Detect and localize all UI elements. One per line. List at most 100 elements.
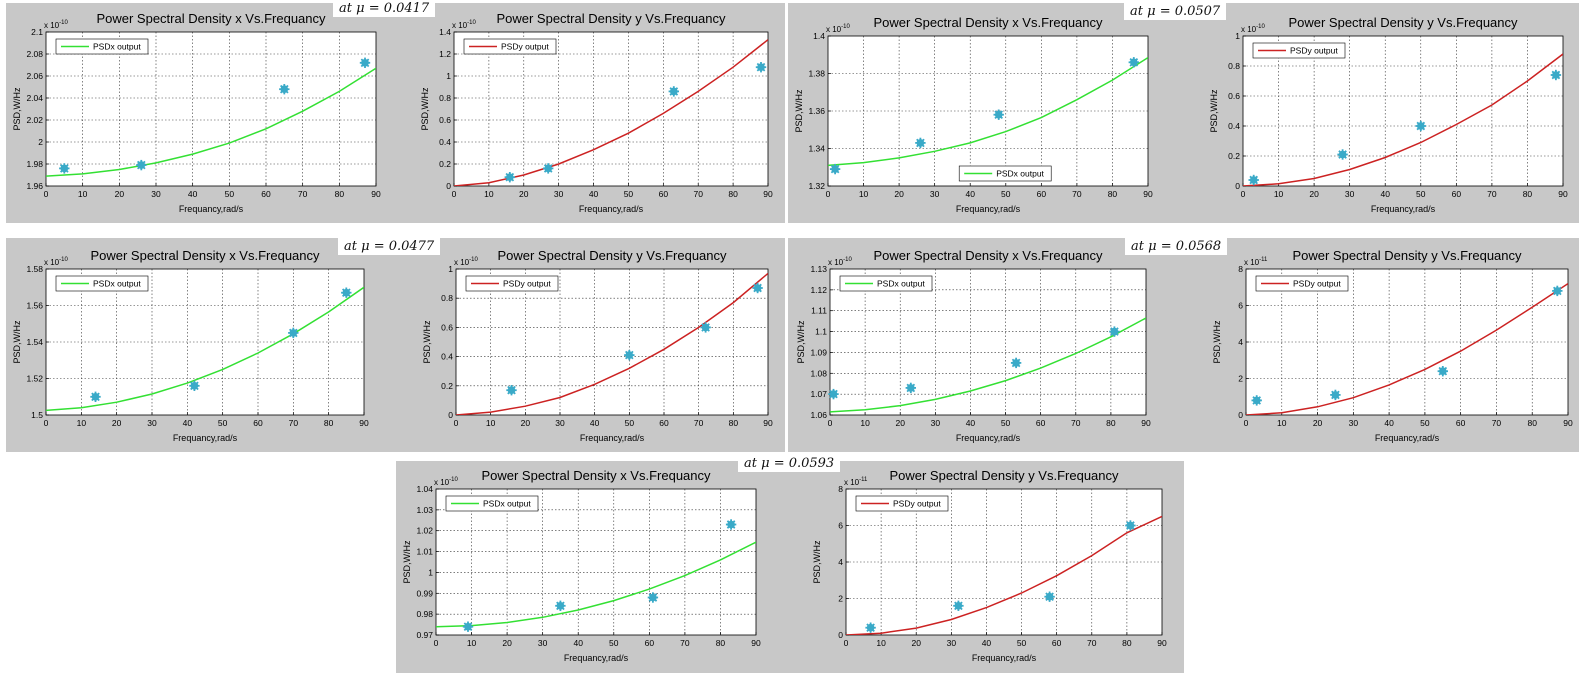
data-point-spoke	[628, 350, 634, 356]
plot-area	[46, 32, 376, 186]
legend: PSDy output	[855, 495, 949, 512]
y-tick-label: 1.5	[31, 410, 43, 420]
x-axis-label: Frequancy,rad/s	[579, 204, 644, 214]
x-tick-label: 50	[625, 418, 635, 428]
x-tick-label: 80	[1527, 418, 1537, 428]
data-point	[1251, 395, 1262, 406]
legend-label: PSDy output	[501, 42, 549, 52]
data-point	[1125, 520, 1136, 531]
x-tick-label: 60	[1456, 418, 1466, 428]
x-tick-label: 80	[716, 638, 726, 648]
data-point-spoke	[673, 87, 679, 93]
x-tick-label: 40	[982, 638, 992, 648]
data-point-spoke	[1113, 327, 1119, 333]
x-tick-label: 40	[965, 189, 975, 199]
data-point	[1552, 285, 1563, 297]
legend-box	[958, 165, 1052, 182]
axis-exponent-power: -11	[1259, 257, 1268, 263]
mu-label-0507: at μ = 0.0507	[1124, 3, 1227, 20]
x-tick-label: 80	[728, 189, 738, 199]
axis-exponent: x 10-10	[44, 20, 68, 30]
axis-exponent-power: -10	[59, 257, 68, 263]
series-line-psdy	[456, 272, 768, 415]
legend: PSDx output	[445, 495, 539, 512]
y-tick-label: 1.08	[810, 368, 827, 378]
x-tick-label: 20	[521, 418, 531, 428]
data-point-spoke	[559, 601, 565, 607]
plot-area	[828, 36, 1148, 186]
data-point	[668, 86, 679, 97]
x-tick-label: 40	[966, 418, 976, 428]
x-tick-label: 50	[624, 189, 634, 199]
mu-label-0477: at μ = 0.0477	[338, 238, 441, 255]
x-tick-label: 30	[538, 638, 548, 648]
x-tick-label: 10	[860, 418, 870, 428]
data-point	[90, 391, 101, 403]
series-line-psdy	[1243, 53, 1563, 186]
legend: PSDy output	[1252, 42, 1346, 59]
y-tick-label: 0.8	[439, 93, 451, 103]
y-axis-label: PSD,W/Hz	[420, 87, 430, 131]
legend-label: PSDx output	[996, 169, 1044, 179]
x-tick-label: 20	[502, 638, 512, 648]
x-tick-label: 10	[484, 189, 494, 199]
x-tick-label: 0	[44, 189, 49, 199]
x-tick-label: 80	[1523, 189, 1533, 199]
data-point	[993, 109, 1004, 120]
data-point	[1337, 149, 1348, 160]
data-point	[828, 388, 839, 400]
data-point	[506, 384, 517, 396]
x-tick-label: 20	[1309, 189, 1319, 199]
axes-box	[435, 488, 757, 636]
legend-box	[55, 38, 149, 55]
x-tick-label: 60	[1052, 638, 1062, 648]
data-point	[725, 519, 737, 530]
x-tick-label: 90	[1558, 189, 1568, 199]
x-axis-label: Frequancy,rad/s	[956, 433, 1021, 443]
legend-box	[55, 275, 149, 292]
data-point-spoke	[292, 328, 298, 334]
y-tick-label: 0.6	[1228, 91, 1240, 101]
x-tick-label: 60	[1452, 189, 1462, 199]
legend-box	[465, 275, 559, 292]
data-point	[1010, 357, 1022, 369]
data-point-spoke	[283, 84, 289, 90]
data-point	[1330, 389, 1341, 401]
x-tick-label: 30	[147, 418, 157, 428]
x-tick-label: 90	[359, 418, 369, 428]
series-line-psdy	[1246, 282, 1568, 415]
y-tick-label: 1	[446, 71, 451, 81]
x-tick-label: 40	[590, 418, 600, 428]
data-point	[288, 327, 299, 339]
y-tick-label: 1.32	[808, 181, 825, 191]
plot-area	[1243, 36, 1563, 186]
x-tick-label: 90	[1141, 418, 1151, 428]
x-tick-label: 70	[1072, 189, 1082, 199]
data-point-spoke	[704, 323, 710, 329]
y-tick-label: 6	[1238, 301, 1243, 311]
y-tick-label: 1.58	[26, 264, 43, 274]
data-point-spoke	[193, 381, 199, 387]
y-tick-label: 1.03	[416, 505, 433, 515]
axis-exponent-power: -10	[59, 20, 68, 26]
data-point-spoke	[1420, 121, 1426, 127]
grid	[828, 36, 1148, 186]
y-tick-label: 2	[1238, 374, 1243, 384]
y-tick-label: 1.01	[416, 547, 433, 557]
x-tick-label: 10	[1277, 418, 1287, 428]
plot-area	[830, 269, 1146, 415]
chart-title: Power Spectral Density y Vs.Frequancy	[889, 468, 1119, 483]
y-tick-label: 1.09	[810, 347, 827, 357]
x-axis-label: Frequancy,rad/s	[1371, 204, 1436, 214]
y-tick-label: 0.4	[439, 137, 451, 147]
x-tick-label: 30	[947, 638, 957, 648]
x-tick-label: 60	[261, 189, 271, 199]
data-point-spoke	[1334, 390, 1340, 396]
mu-label-0568: at μ = 0.0568	[1125, 238, 1228, 255]
data-point-spoke	[1133, 57, 1139, 63]
x-tick-label: 60	[645, 638, 655, 648]
y-axis-label: PSD,W/Hz	[812, 540, 822, 584]
x-tick-label: 60	[659, 418, 669, 428]
x-tick-label: 0	[452, 189, 457, 199]
